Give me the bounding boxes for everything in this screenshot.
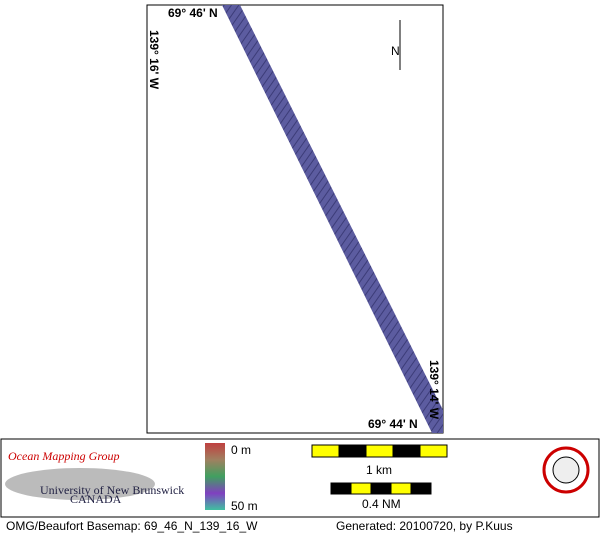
org-name: Ocean Mapping Group [8, 449, 120, 463]
depth-max: 50 m [231, 499, 258, 513]
footer-basemap: OMG/Beaufort Basemap: 69_46_N_139_16_W [6, 519, 258, 533]
lon-label: 139° 16' W [147, 30, 161, 90]
north-label: N [391, 44, 400, 58]
university: University of New Brunswick [40, 483, 184, 497]
lon-label: 139° 14' W [427, 360, 441, 420]
scale-nm-label: 0.4 NM [362, 497, 401, 511]
scale-bar-nm [330, 482, 432, 495]
scale-bar-km [311, 444, 448, 458]
depth-colorbar [205, 443, 225, 510]
logo-image [5, 468, 155, 500]
footer-generated: Generated: 20100720, by P.Kuus [336, 519, 513, 533]
depth-min: 0 m [231, 443, 251, 457]
scale-km-label: 1 km [366, 463, 392, 477]
lat-label: 69° 46' N [168, 6, 218, 20]
country: CANADA [70, 492, 122, 506]
omg-seal-inner [552, 456, 580, 484]
bathymetry-swath [222, 5, 443, 433]
map-frame [146, 4, 444, 434]
lat-label: 69° 44' N [368, 417, 418, 431]
